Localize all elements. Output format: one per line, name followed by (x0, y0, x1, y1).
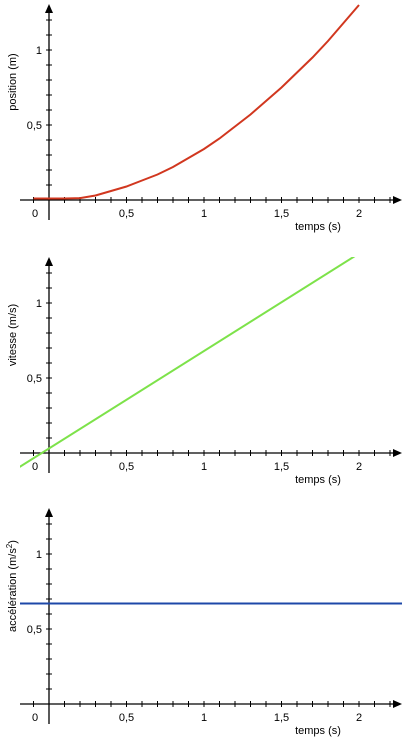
x-tick-label: 0 (32, 712, 38, 724)
y-axis-label: accélération (m/s2) (5, 540, 19, 632)
y-tick-label: 1 (36, 298, 42, 310)
x-axis-label: temps (s) (295, 221, 341, 233)
chart-panel-1: 0 0,5 1 1,5 2 0,5 1 temps (s) position (m) (7, 4, 402, 233)
x-tick-label: 1,5 (274, 461, 289, 473)
x-tick-label: 0 (32, 461, 38, 473)
y-tick-label: 0,5 (27, 373, 42, 385)
series-line-1 (33, 4, 360, 200)
y-tick-label: 0,5 (27, 624, 42, 636)
x-tick-label: 1,5 (274, 208, 289, 220)
y-axis-arrow (45, 257, 53, 266)
x-tick-label: 0 (32, 208, 38, 220)
y-tick-label: 1 (36, 45, 42, 57)
y-tick-label: 1 (36, 549, 42, 561)
x-axis-label: temps (s) (295, 474, 341, 486)
x-axis-arrow (393, 196, 402, 204)
x-tick-label: 2 (356, 461, 362, 473)
series-line-2 (20, 257, 356, 468)
x-tick-label: 1,5 (274, 712, 289, 724)
x-axis-arrow (393, 449, 402, 457)
chart-panel-3: 0 0,5 1 1,5 2 0,5 1 temps (s) accélération (m/s2… (5, 508, 402, 737)
y-axis-label: position (m) (7, 53, 19, 110)
x-tick-label: 0,5 (119, 461, 134, 473)
x-tick-label: 1 (201, 461, 207, 473)
chart-panel-2: 0 0,5 1 1,5 2 0,5 1 temps (s) vitesse (m/s) (7, 257, 402, 486)
x-axis-arrow (393, 700, 402, 708)
x-tick-label: 1 (201, 712, 207, 724)
x-axis-label: temps (s) (295, 725, 341, 737)
x-tick-label: 2 (356, 208, 362, 220)
x-tick-label: 1 (201, 208, 207, 220)
y-axis-label: vitesse (m/s) (7, 304, 19, 366)
y-axis-arrow (45, 508, 53, 517)
y-tick-label: 0,5 (27, 120, 42, 132)
x-tick-label: 0,5 (119, 208, 134, 220)
y-axis-arrow (45, 4, 53, 13)
x-tick-label: 0,5 (119, 712, 134, 724)
x-tick-label: 2 (356, 712, 362, 724)
